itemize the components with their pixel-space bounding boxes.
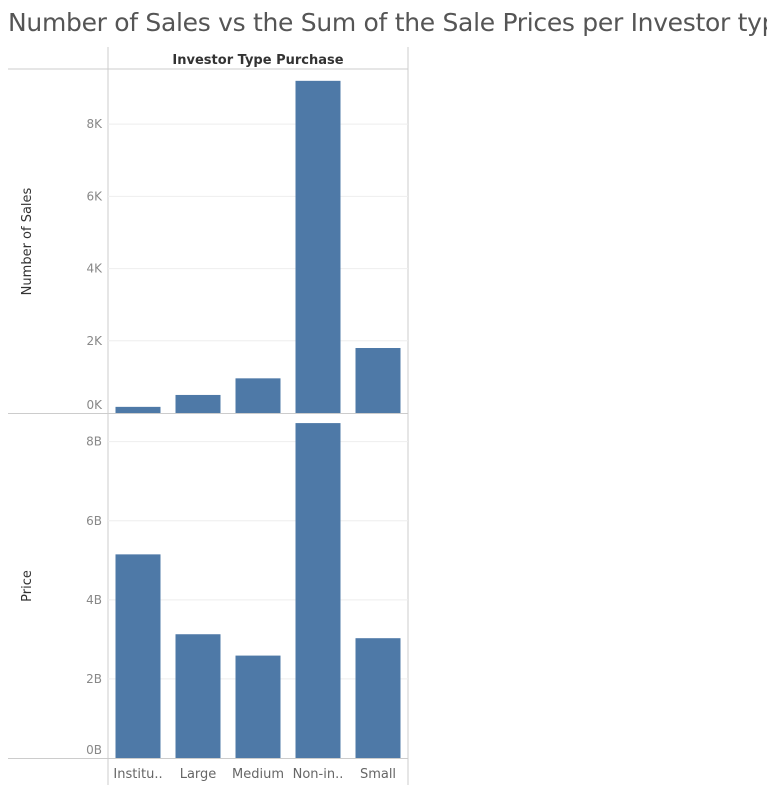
y-tick-label: 6K	[86, 189, 103, 203]
y-tick-label: 0B	[86, 743, 102, 757]
y-tick-label: 4K	[86, 262, 103, 276]
bar-price-1	[115, 554, 161, 758]
y-axis-title: Number of Sales	[20, 187, 35, 295]
chart-frame	[8, 47, 409, 785]
bar-price-5	[355, 638, 401, 758]
y-tick-label: 2B	[86, 672, 102, 686]
x-category-label: Large	[180, 767, 217, 782]
bar-price-4	[295, 423, 341, 758]
y-tick-label: 8K	[86, 117, 103, 131]
panel-2: 0B 2B 4B 6B 8B Price	[20, 423, 408, 758]
y-tick-label: 4B	[86, 593, 102, 607]
y-tick-label: 8B	[86, 435, 102, 449]
column-header: Investor Type Purchase	[172, 53, 343, 68]
x-category-label: Medium	[232, 767, 284, 782]
chart-title: Number of Sales vs the Sum of the Sale P…	[8, 8, 767, 37]
y-axis-title: Price	[20, 570, 35, 602]
category-labels: Institu.. Large Medium Non-in.. Small	[113, 767, 396, 782]
y-tick-label: 0K	[86, 398, 103, 412]
bar-price-3	[235, 655, 281, 758]
panel-1: 0K 2K 4K 6K 8K Number of Sales	[20, 80, 408, 414]
x-category-label: Non-in..	[293, 767, 344, 782]
bar-sales-4	[295, 80, 341, 414]
bar-sales-3	[235, 378, 281, 413]
bar-sales-2	[175, 394, 221, 413]
x-category-label: Small	[360, 767, 396, 782]
bar-price-2	[175, 634, 221, 758]
y-tick-label: 6B	[86, 514, 102, 528]
x-category-label: Institu..	[113, 767, 162, 782]
chart-panels: 0K 2K 4K 6K 8K Number of Sales 0B 2B 4B 6B 8B Price	[20, 80, 408, 758]
bar-sales-1	[115, 406, 161, 413]
y-tick-label: 2K	[86, 334, 103, 348]
bar-sales-5	[355, 348, 401, 413]
